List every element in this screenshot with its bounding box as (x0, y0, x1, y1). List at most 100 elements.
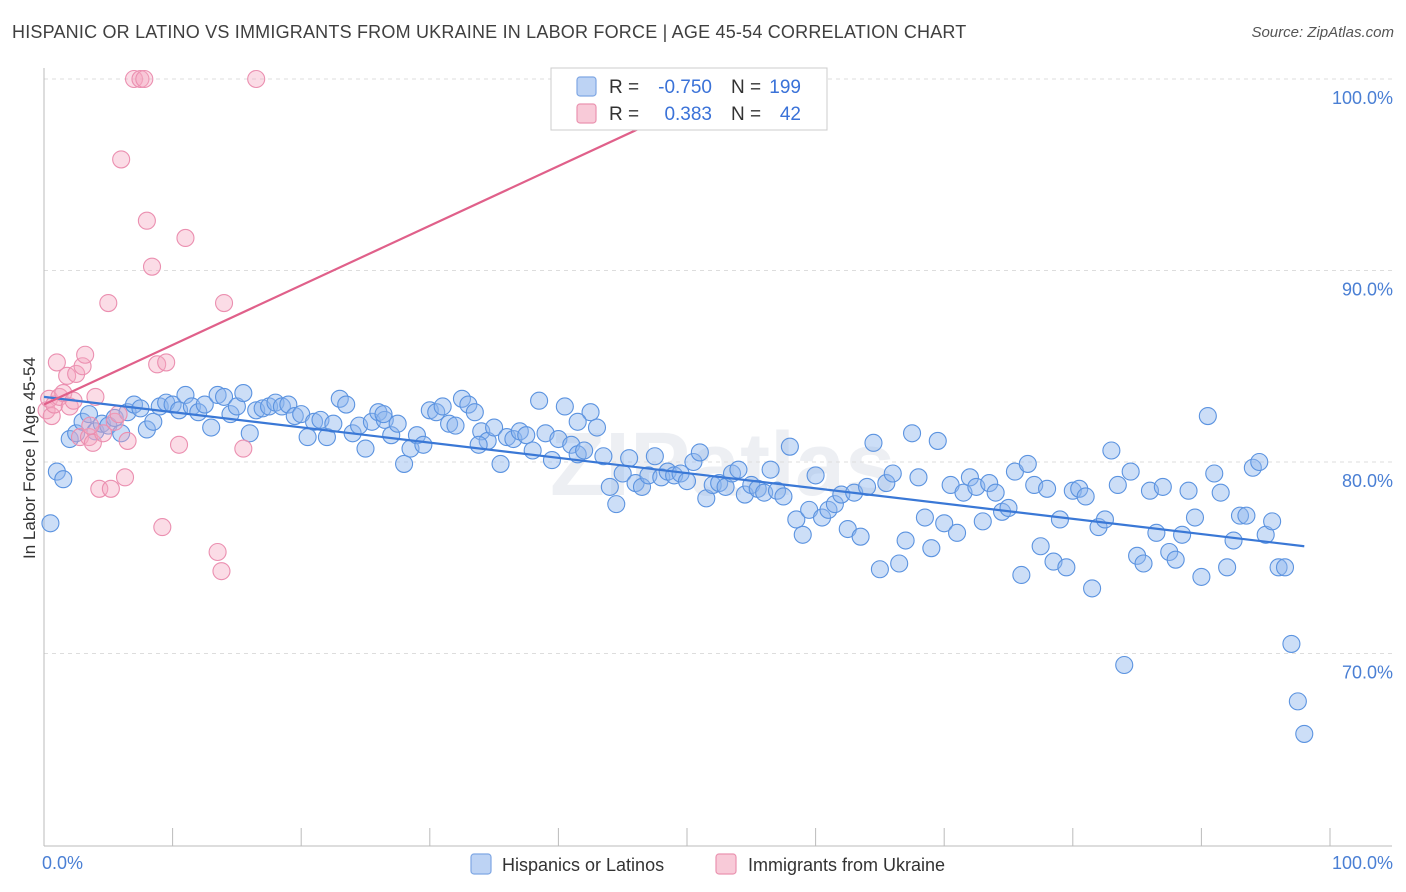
hispanic-point (960, 468, 979, 487)
hispanic-point (1050, 510, 1069, 529)
ukraine-point (153, 518, 172, 537)
ukraine-point (137, 211, 156, 230)
grid-lines (44, 78, 1392, 654)
hispanic-point (986, 483, 1005, 502)
hispanic-point (1295, 724, 1314, 743)
ukraine-point (58, 366, 77, 385)
hispanic-point (1018, 454, 1037, 473)
hispanic-point (285, 406, 304, 426)
hispanic-point (1031, 537, 1050, 556)
ukraine-point (131, 69, 150, 89)
hispanic-point (973, 512, 992, 531)
hispanic-point (1038, 479, 1057, 498)
hispanic-point (690, 443, 709, 462)
legend-n-value-2: 42 (780, 104, 801, 125)
series-legend: Hispanics or Latinos Immigrants from Ukr… (470, 853, 945, 875)
hispanic-point (1083, 579, 1102, 598)
trend-lines (43, 87, 1305, 548)
hispanic-point (112, 424, 131, 443)
hispanic-point (337, 395, 356, 414)
hispanic-point (581, 403, 600, 422)
legend-r-label-1: R = (609, 77, 639, 98)
hispanic-point (1128, 546, 1147, 565)
ukraine-point (99, 294, 118, 313)
hispanic-point (677, 472, 697, 491)
legend-swatch-ukraine (576, 103, 597, 124)
hispanic-point (806, 466, 825, 485)
hispanic-point (1282, 634, 1301, 653)
hispanic-point (915, 508, 934, 527)
hispanic-point (1218, 558, 1237, 577)
hispanic-point (1230, 506, 1250, 525)
ukraine-point (109, 405, 128, 424)
hispanic-point (890, 554, 909, 573)
hispanic-point (594, 447, 613, 466)
hispanic-point (774, 487, 793, 506)
hispanic-point (902, 424, 922, 443)
hispanic-point (1224, 531, 1243, 550)
hispanic-point (1102, 441, 1121, 460)
hispanic-point (1185, 508, 1205, 527)
hispanic-point (202, 418, 221, 437)
hispanic-point (600, 477, 619, 496)
y-tick-labels: 100.0% 90.0% 80.0% 70.0% (1332, 88, 1393, 683)
ukraine-point (76, 345, 95, 364)
legend-swatch-hispanic (576, 76, 597, 97)
hispanic-point (607, 495, 626, 514)
ukraine-point (47, 353, 66, 372)
hispanic-point (208, 385, 227, 405)
hispanic-point (305, 412, 324, 431)
series-legend-swatch-ukraine (715, 853, 737, 875)
hispanic-point (877, 474, 896, 493)
hispanic-point (1160, 542, 1179, 562)
ukraine-point (81, 416, 100, 435)
legend-box (550, 67, 828, 131)
hispanic-point (568, 412, 587, 431)
hispanic-point (459, 395, 478, 414)
hispanic-point (298, 428, 317, 447)
hispanic-point (1211, 483, 1230, 502)
hispanic-point (864, 433, 883, 452)
ukraine-point (176, 228, 195, 247)
legend-r-label-2: R = (609, 104, 639, 125)
y-axis-title: In Labor Force | Age 45-54 (20, 357, 39, 559)
hispanic-point (1288, 692, 1307, 711)
chart-title: HISPANIC OR LATINO VS IMMIGRANTS FROM UK… (12, 22, 967, 42)
hispanic-point (542, 451, 562, 470)
hispanic-point (825, 495, 844, 514)
hispanic-point (1166, 550, 1185, 569)
hispanic-point (440, 414, 459, 433)
hispanic-point (793, 525, 812, 544)
hispanic-point (980, 474, 999, 493)
ukraine-point (208, 542, 227, 562)
hispanic-point (575, 441, 594, 460)
hispanic-point (1250, 452, 1269, 472)
hispanic-point (234, 384, 253, 403)
hispanic-point (935, 514, 954, 533)
hispanic-point (469, 435, 488, 454)
ukraine-point (212, 562, 231, 581)
ukraine-point (234, 439, 253, 458)
hispanic-point (1057, 558, 1076, 577)
ukraine-point (135, 69, 154, 89)
y-tick-label: 70.0% (1342, 663, 1393, 683)
legend-r-value-1: -0.750 (658, 77, 712, 98)
ukraine-point (73, 357, 92, 376)
ukraine-point (118, 431, 137, 450)
hispanic-point (1263, 512, 1282, 531)
hispanic-point (948, 523, 967, 542)
correlation-legend: R = -0.750 N = 199 R = 0.383 N = 42 (550, 67, 828, 131)
hispanic-point (47, 462, 66, 481)
x-tick-label-max: 100.0% (1332, 853, 1393, 873)
hispanic-point (1153, 477, 1172, 496)
legend-n-label-1: N = (731, 77, 761, 98)
hispanic-point (1192, 567, 1211, 586)
hispanic-point (41, 514, 60, 533)
hispanic-point (870, 560, 889, 579)
hispanic-point (144, 412, 163, 431)
hispanic-point (1179, 481, 1198, 500)
hispanic-point (1275, 558, 1295, 577)
hispanic-point (530, 391, 549, 410)
hispanic-point (279, 395, 298, 414)
